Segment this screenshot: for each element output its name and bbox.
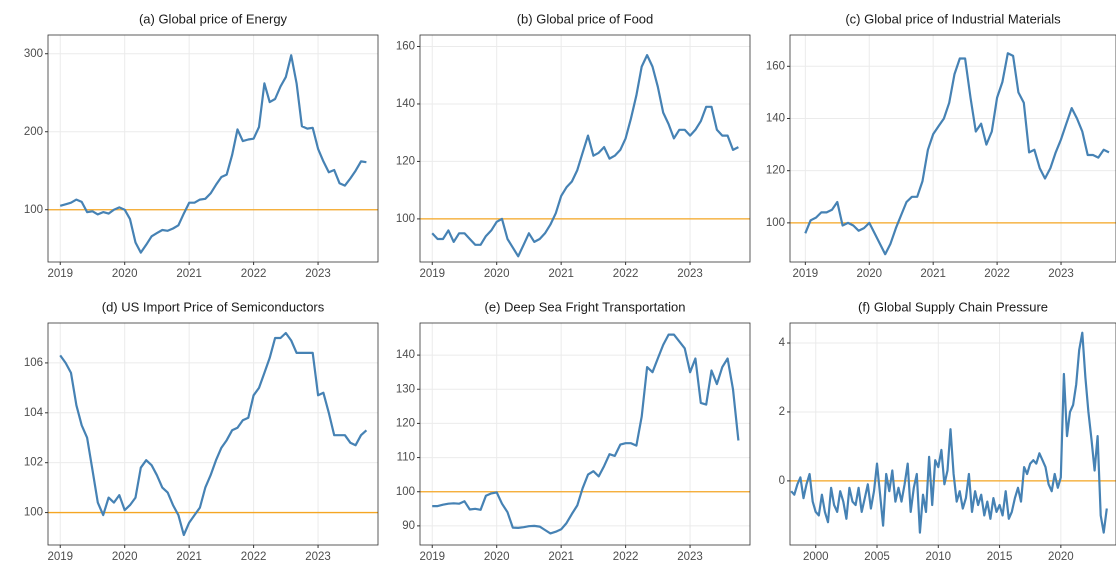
panel-title: (e) Deep Sea Fright Transportation <box>485 299 686 314</box>
y-tick-label: 120 <box>396 155 415 167</box>
panel-border <box>419 34 751 263</box>
x-tick-label: 2023 <box>677 551 703 563</box>
panel-border <box>789 322 1116 546</box>
panel-border <box>789 34 1116 263</box>
x-tick-label: 2020 <box>484 268 510 280</box>
x-tick-label: 2019 <box>47 551 73 563</box>
y-tick-label: 160 <box>396 41 415 53</box>
x-tick-label: 2022 <box>241 268 267 280</box>
y-tick-label: 100 <box>24 507 43 519</box>
x-tick-label: 2022 <box>613 268 639 280</box>
x-tick-label: 2019 <box>793 268 819 280</box>
y-tick-label: 100 <box>396 486 415 498</box>
data-line <box>790 331 1108 534</box>
x-tick-label: 2010 <box>925 551 951 563</box>
y-tick-label: 110 <box>397 452 415 464</box>
panel-border <box>47 322 379 546</box>
y-tick-label: 200 <box>24 126 43 138</box>
panel-border <box>47 34 379 263</box>
data-line <box>59 54 367 254</box>
x-tick-label: 2021 <box>176 268 202 280</box>
panel-background <box>790 35 1116 262</box>
y-tick-label: 120 <box>766 165 785 177</box>
x-tick-label: 2019 <box>47 268 73 280</box>
y-tick-label: 100 <box>24 204 43 216</box>
panel-title: (c) Global price of Industrial Materials <box>845 11 1061 26</box>
x-tick-label: 2023 <box>1048 268 1074 280</box>
y-tick-label: 0 <box>779 475 785 487</box>
panel-border <box>419 322 751 546</box>
y-tick-label: 102 <box>24 457 43 469</box>
y-tick-label: 140 <box>396 349 415 361</box>
panel-title: (f) Global Supply Chain Pressure <box>858 299 1048 314</box>
x-tick-label: 2021 <box>176 551 202 563</box>
x-tick-label: 2022 <box>613 551 639 563</box>
panel-background <box>48 35 378 262</box>
panel-background <box>48 323 378 545</box>
panel-title: (b) Global price of Food <box>517 11 654 26</box>
y-tick-label: 130 <box>396 383 415 395</box>
y-tick-label: 140 <box>766 113 785 125</box>
y-tick-label: 100 <box>766 217 785 229</box>
y-tick-label: 90 <box>402 520 415 532</box>
data-line <box>804 52 1110 256</box>
y-tick-label: 100 <box>396 213 415 225</box>
x-tick-label: 2020 <box>1048 551 1074 563</box>
x-tick-label: 2000 <box>803 551 829 563</box>
y-tick-label: 120 <box>396 417 415 429</box>
panel-title: (d) US Import Price of Semiconductors <box>102 299 325 314</box>
x-tick-label: 2019 <box>419 268 445 280</box>
x-tick-label: 2015 <box>987 551 1013 563</box>
x-tick-label: 2020 <box>112 268 138 280</box>
y-tick-label: 140 <box>396 98 415 110</box>
x-tick-label: 2021 <box>920 268 946 280</box>
y-tick-label: 300 <box>24 48 43 60</box>
x-tick-label: 2023 <box>305 551 331 563</box>
x-tick-label: 2022 <box>984 268 1010 280</box>
data-line <box>59 331 368 537</box>
x-tick-label: 2023 <box>677 268 703 280</box>
x-tick-label: 2021 <box>548 268 574 280</box>
x-tick-label: 2022 <box>241 551 267 563</box>
data-line <box>432 333 740 535</box>
x-tick-label: 2020 <box>484 551 510 563</box>
data-line <box>431 54 739 258</box>
y-tick-label: 4 <box>779 337 786 349</box>
x-tick-label: 2021 <box>548 551 574 563</box>
y-tick-label: 104 <box>24 407 44 419</box>
x-tick-label: 2023 <box>305 268 331 280</box>
panel-background <box>420 323 750 545</box>
y-tick-label: 160 <box>766 60 785 72</box>
x-tick-label: 2019 <box>419 551 445 563</box>
y-tick-label: 106 <box>24 357 43 369</box>
panel-title: (a) Global price of Energy <box>139 11 288 26</box>
y-tick-label: 2 <box>779 406 785 418</box>
x-tick-label: 2020 <box>112 551 138 563</box>
x-tick-label: 2020 <box>856 268 882 280</box>
x-tick-label: 2005 <box>864 551 890 563</box>
